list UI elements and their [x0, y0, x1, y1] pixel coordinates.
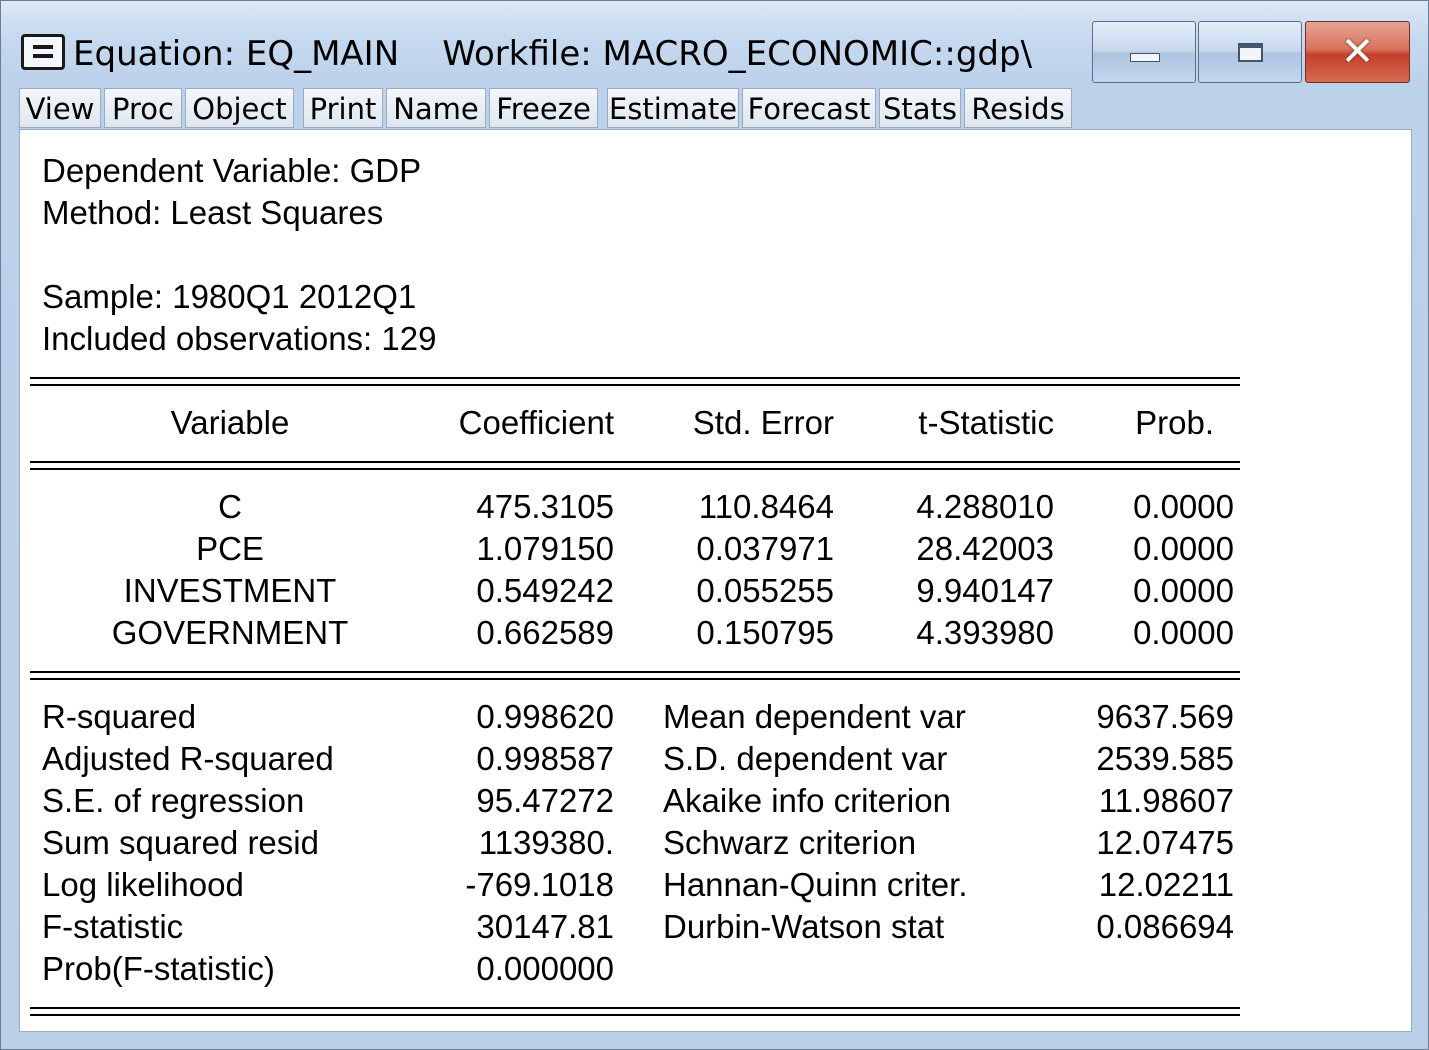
divider — [30, 1007, 1240, 1009]
column-header-prob: Prob. — [1135, 404, 1214, 441]
t-statistic-value: 4.393980 — [916, 614, 1054, 651]
coefficient-value: 475.3105 — [476, 488, 614, 525]
view-button[interactable]: View — [19, 88, 101, 128]
stat-label: Mean dependent var — [663, 698, 966, 735]
estimate-button[interactable]: Estimate — [607, 88, 739, 128]
resids-button[interactable]: Resids — [964, 88, 1072, 128]
stat-value: -769.1018 — [465, 866, 614, 903]
maximize-button[interactable] — [1198, 21, 1302, 83]
column-header-std-error: Std. Error — [692, 404, 834, 441]
stat-label: Sum squared resid — [42, 824, 319, 861]
close-icon: ✕ — [1340, 29, 1375, 75]
std-error-value: 0.037971 — [696, 530, 834, 567]
output-pane: Dependent Variable: GDP Method: Least Sq… — [19, 129, 1412, 1032]
stat-label: Durbin-Watson stat — [663, 908, 945, 945]
system-menu-icon[interactable] — [21, 34, 65, 70]
divider — [30, 671, 1240, 673]
stats-button[interactable]: Stats — [879, 88, 961, 128]
prob-value: 0.0000 — [1133, 530, 1234, 567]
variable-name: INVESTMENT — [123, 572, 337, 609]
t-statistic-value: 28.42003 — [916, 530, 1054, 567]
t-statistic-value: 9.940147 — [916, 572, 1054, 609]
coefficient-value: 0.549242 — [476, 572, 614, 609]
stat-label: R-squared — [42, 698, 197, 735]
name-button[interactable]: Name — [386, 88, 486, 128]
minimize-icon — [1130, 53, 1160, 62]
stat-label: Hannan-Quinn criter. — [663, 866, 968, 903]
divider — [30, 1014, 1240, 1016]
stat-label: S.D. dependent var — [663, 740, 948, 777]
stat-value: 30147.81 — [476, 908, 614, 945]
t-statistic-value: 4.288010 — [916, 488, 1054, 525]
variable-name: PCE — [196, 530, 264, 567]
stat-value: 11.98607 — [1098, 782, 1234, 819]
dependent-variable-line: Dependent Variable: GDP — [42, 152, 422, 189]
method-line: Method: Least Squares — [42, 194, 384, 231]
std-error-value: 0.150795 — [696, 614, 834, 651]
maximize-icon — [1238, 43, 1263, 62]
divider — [30, 468, 1240, 470]
stat-value: 1139380. — [478, 824, 614, 861]
freeze-button[interactable]: Freeze — [489, 88, 598, 128]
stat-label: Adjusted R-squared — [42, 740, 334, 777]
close-button[interactable]: ✕ — [1305, 21, 1410, 83]
stat-value: 9637.569 — [1096, 698, 1234, 735]
forecast-button[interactable]: Forecast — [742, 88, 876, 128]
stat-value: 0.086694 — [1096, 908, 1234, 945]
stat-value: 12.07475 — [1096, 824, 1234, 861]
observations-line: Included observations: 129 — [42, 320, 437, 357]
minimize-button[interactable] — [1092, 21, 1196, 83]
stat-label: Schwarz criterion — [663, 824, 917, 861]
std-error-value: 110.8464 — [698, 488, 834, 525]
stat-value: 12.02211 — [1098, 866, 1234, 903]
stat-label: F-statistic — [42, 908, 184, 945]
column-header-coefficient: Coefficient — [458, 404, 614, 441]
stat-label: Prob(F-statistic) — [42, 950, 275, 987]
divider — [30, 377, 1240, 379]
stat-value: 2539.585 — [1096, 740, 1234, 777]
variable-name: GOVERNMENT — [111, 614, 349, 651]
proc-button[interactable]: Proc — [104, 88, 182, 128]
prob-value: 0.0000 — [1133, 488, 1234, 525]
stat-value: 0.998587 — [476, 740, 614, 777]
coefficient-value: 1.079150 — [476, 530, 614, 567]
stat-value: 95.47272 — [476, 782, 614, 819]
object-button[interactable]: Object — [185, 88, 294, 128]
prob-value: 0.0000 — [1133, 614, 1234, 651]
sample-line: Sample: 1980Q1 2012Q1 — [42, 278, 417, 315]
prob-value: 0.0000 — [1133, 572, 1234, 609]
divider — [30, 461, 1240, 463]
stat-label: Akaike info criterion — [663, 782, 951, 819]
column-header-t-statistic: t-Statistic — [918, 404, 1054, 441]
divider — [30, 384, 1240, 386]
column-header-variable: Variable — [170, 404, 290, 441]
coefficient-value: 0.662589 — [476, 614, 614, 651]
stat-label: S.E. of regression — [42, 782, 305, 819]
std-error-value: 0.055255 — [696, 572, 834, 609]
stat-value: 0.998620 — [476, 698, 614, 735]
divider — [30, 678, 1240, 680]
stat-value: 0.000000 — [476, 950, 614, 987]
variable-name: C — [218, 488, 242, 525]
print-button[interactable]: Print — [303, 88, 383, 128]
window-title: Equation: EQ_MAIN Workfile: MACRO_ECONOM… — [73, 34, 1033, 74]
title-bar[interactable]: Equation: EQ_MAIN Workfile: MACRO_ECONOM… — [1, 1, 1429, 89]
stat-label: Log likelihood — [42, 866, 244, 903]
